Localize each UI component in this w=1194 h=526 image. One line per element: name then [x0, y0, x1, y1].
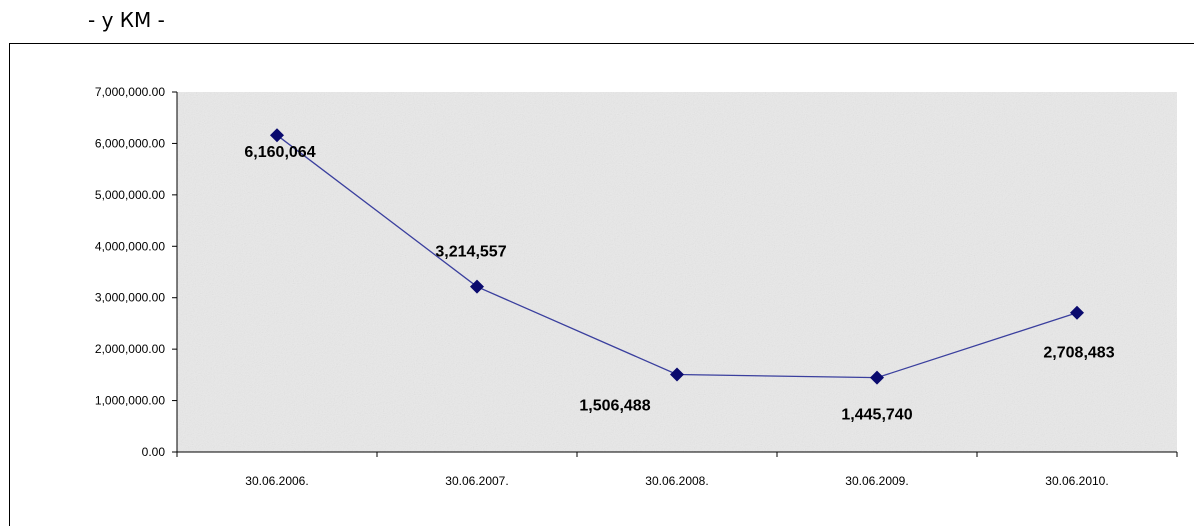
data-point-marker — [870, 370, 884, 385]
plot-area — [177, 92, 1177, 452]
y-tick-label: 5,000,000.00 — [95, 188, 165, 202]
data-point-marker — [470, 279, 484, 294]
chart-title: - у КМ - — [88, 8, 165, 32]
axes: 0.00 1,000,000.00 2,000,000.00 3,000,000.00… — [95, 85, 1178, 488]
data-point-marker — [270, 128, 284, 143]
x-tick-label: 30.06.2007. — [445, 474, 508, 488]
data-point-marker — [670, 367, 684, 382]
data-label: 6,160,064 — [244, 144, 315, 161]
x-tick-label: 30.06.2010. — [1045, 474, 1108, 488]
y-tick-label: 0.00 — [142, 445, 166, 459]
plot-texture — [177, 92, 1177, 452]
data-label: 3,214,557 — [435, 244, 506, 261]
y-tick-label: 4,000,000.00 — [95, 239, 165, 253]
y-tick-label: 6,000,000.00 — [95, 136, 165, 150]
x-tick-label: 30.06.2009. — [845, 474, 908, 488]
y-tick-label: 7,000,000.00 — [95, 85, 165, 99]
data-point-marker — [1070, 305, 1084, 320]
y-tick-label: 3,000,000.00 — [95, 291, 165, 305]
data-label: 1,445,740 — [841, 407, 912, 424]
y-tick-label: 1,000,000.00 — [95, 394, 165, 408]
data-label: 2,708,483 — [1043, 345, 1114, 362]
x-tick-label: 30.06.2006. — [245, 474, 308, 488]
y-tick-label: 2,000,000.00 — [95, 342, 165, 356]
chart-frame — [9, 43, 1194, 526]
data-labels: 6,160,064 3,214,557 1,506,488 1,445,740 2,70… — [244, 144, 1114, 423]
series-line — [270, 128, 1084, 385]
data-label: 1,506,488 — [579, 398, 650, 415]
x-tick-label: 30.06.2008. — [645, 474, 708, 488]
